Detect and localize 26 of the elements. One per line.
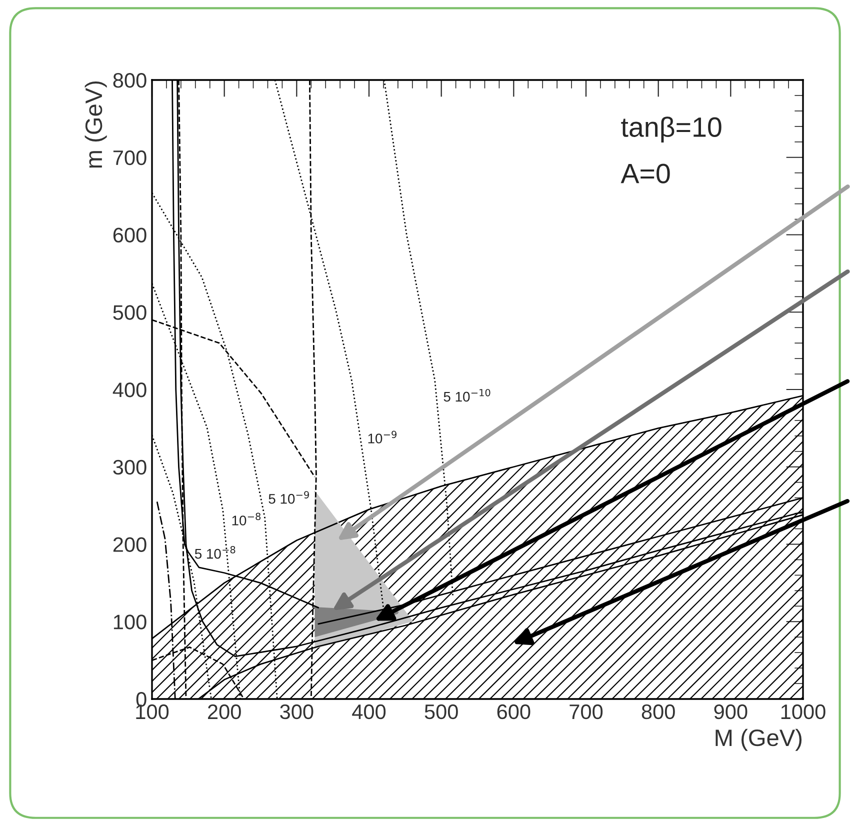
y-tick-label: 800 <box>113 73 146 88</box>
annotation: A=0 <box>620 164 670 184</box>
x-tick-label: 600 <box>497 704 530 720</box>
x-tick-label: 900 <box>714 704 748 720</box>
annotation: 5 10$^{−9}$ <box>268 491 309 504</box>
y-tick-label: 200 <box>113 537 146 552</box>
x-tick-label: 1000 <box>781 704 826 720</box>
y-tick-label: 100 <box>114 614 146 630</box>
x-tick-label: 400 <box>352 704 386 720</box>
y-tick-label: 300 <box>113 460 146 475</box>
x-tick-label: 700 <box>570 704 603 720</box>
annotation: tanβ=10 <box>621 116 722 142</box>
y-tick-label: 700 <box>113 150 146 166</box>
annotation: 10$^{−8}$ <box>232 512 261 526</box>
annotation: 10$^{−9}$ <box>368 430 396 444</box>
y-tick-label: 600 <box>113 228 146 243</box>
x-tick-label: 300 <box>280 704 314 720</box>
x-tick-label: 500 <box>424 704 458 720</box>
annotation: 5 10$^{−10}$ <box>444 388 490 402</box>
x-tick-label: 200 <box>208 704 241 720</box>
y-tick-label: 400 <box>112 382 146 398</box>
x-axis-title: M (GeV) <box>716 728 802 751</box>
x-tick-label: 800 <box>642 704 675 720</box>
y-axis-title: m (GeV) <box>84 81 107 168</box>
y-tick-label: 500 <box>113 305 146 320</box>
annotation: 5 10$^{−8}$ <box>194 546 236 559</box>
